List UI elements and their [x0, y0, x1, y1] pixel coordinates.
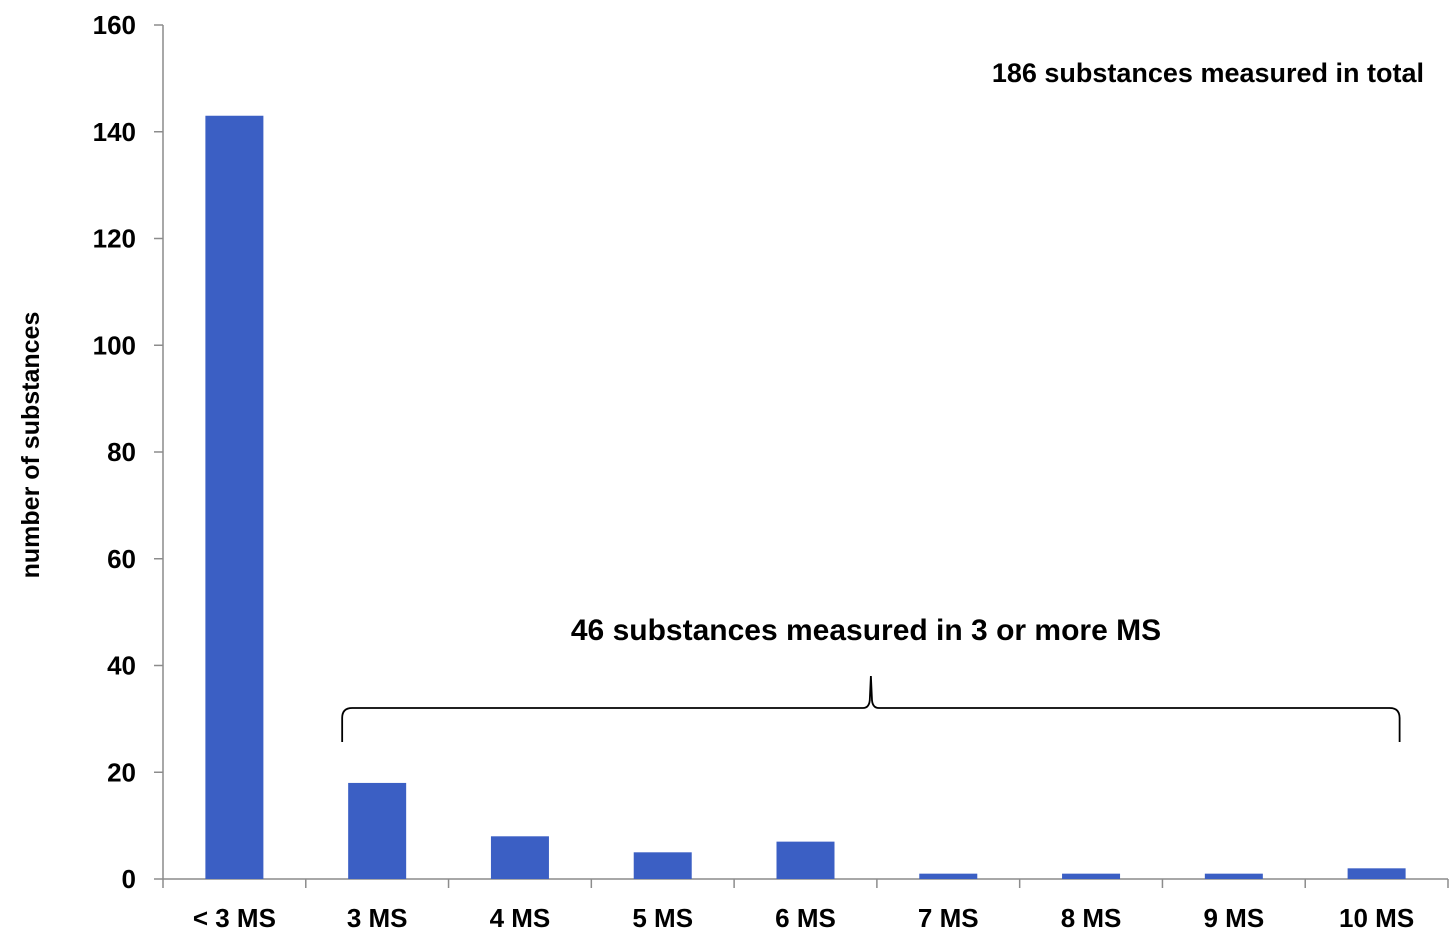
total-substances-annotation: 186 substances measured in total — [992, 58, 1424, 88]
bar-7-ms — [919, 873, 978, 879]
y-axis-title: number of substances — [17, 312, 45, 579]
y-tick-label: 20 — [107, 757, 136, 787]
x-tick-label: 4 MS — [490, 903, 551, 933]
y-tick-label: 100 — [93, 330, 136, 360]
y-tick-label: 140 — [93, 117, 136, 147]
y-axis-ticks: 0 20 40 60 80 100 120 140 160 — [93, 10, 163, 894]
bar-3-ms — [348, 782, 407, 879]
bar-8-ms — [1062, 873, 1121, 879]
x-tick-label: 3 MS — [347, 903, 408, 933]
y-tick-label: 40 — [107, 651, 136, 681]
x-tick-label: 6 MS — [775, 903, 836, 933]
x-axis-ticks: < 3 MS 3 MS 4 MS 5 MS 6 MS 7 MS 8 MS 9 MS 10 MS — [162, 879, 1449, 933]
y-tick-label: 60 — [107, 544, 136, 574]
y-tick-label: 120 — [93, 224, 136, 254]
x-tick-label: 9 MS — [1203, 903, 1264, 933]
x-tick-label: 5 MS — [632, 903, 693, 933]
bar-5-ms — [633, 852, 692, 879]
plot-area: 0 20 40 60 80 100 120 140 160 < 3 MS 3 MS 4 MS 5 MS… — [93, 10, 1449, 933]
bar-6-ms — [776, 841, 835, 879]
bar-9-ms — [1204, 873, 1263, 879]
bar-4-ms — [490, 836, 549, 879]
bars-series — [205, 115, 1406, 880]
group-substances-annotation: 46 substances measured in 3 or more MS — [571, 614, 1161, 647]
y-tick-label: 160 — [93, 10, 136, 40]
y-tick-label: 80 — [107, 437, 136, 467]
x-tick-label: < 3 MS — [193, 903, 276, 933]
group-brace — [341, 675, 1401, 742]
x-tick-label: 7 MS — [918, 903, 979, 933]
y-tick-label: 0 — [122, 864, 136, 894]
x-tick-label: 10 MS — [1339, 903, 1414, 933]
x-tick-label: 8 MS — [1061, 903, 1122, 933]
bar-10-ms — [1347, 868, 1406, 879]
bar-3-ms — [205, 115, 264, 880]
